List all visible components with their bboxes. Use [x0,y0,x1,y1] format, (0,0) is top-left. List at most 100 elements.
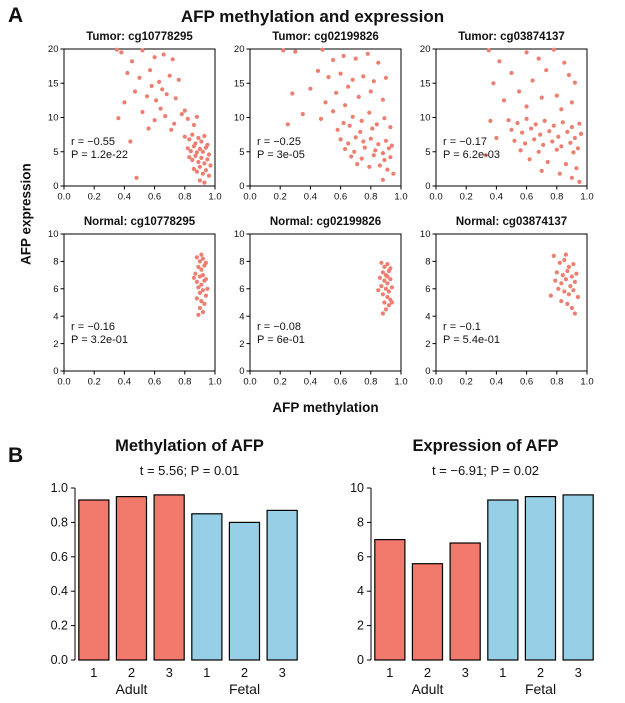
scatter-grid: Tumor: cg10778295 0.0 0.2 0.4 0.6 0.8 1.0 0 5 10… [36,29,594,399]
svg-text:0: 0 [239,181,244,192]
bar-chart-stats: t = 5.56; P = 0.01 [139,463,240,478]
bar-chart-title: Methylation of AFP [115,437,264,455]
svg-text:0.0: 0.0 [429,192,442,203]
svg-text:15: 15 [420,78,431,89]
svg-text:1: 1 [203,665,210,680]
svg-text:0.2: 0.2 [50,619,67,633]
svg-text:1.0: 1.0 [208,192,221,203]
scatter-points [114,47,213,185]
svg-text:8: 8 [425,257,430,268]
svg-text:0.2: 0.2 [274,377,287,388]
svg-text:10: 10 [234,229,245,240]
svg-text:Fetal: Fetal [524,681,555,697]
bar-chart-methylation: 0.0 0.2 0.4 0.6 0.8 1.0 1 2 3 1 2 3 Adult Fetal [50,481,298,697]
svg-text:5: 5 [239,147,244,158]
svg-text:0.6: 0.6 [334,377,347,388]
svg-text:1: 1 [386,665,393,680]
svg-text:6: 6 [357,550,364,564]
scatter-chart-normal-cg10778295: 0.0 0.2 0.4 0.6 0.8 1.0 0 2 4 6 8 10 r = −0.16P = 3.… [48,229,222,387]
svg-text:2: 2 [536,665,543,680]
svg-text:5: 5 [425,147,430,158]
svg-text:P = 1.2e-22: P = 1.2e-22 [71,149,128,161]
svg-text:0.0: 0.0 [57,192,70,203]
svg-text:2: 2 [357,619,364,633]
svg-text:8: 8 [239,257,244,268]
panel-a-label: A [8,4,24,27]
scatter-panel-tumor-cg10778295: Tumor: cg10778295 0.0 0.2 0.4 0.6 0.8 1.0 0 5 10… [36,29,222,214]
svg-text:0.8: 0.8 [550,377,563,388]
svg-text:20: 20 [48,44,59,55]
bar-fetal-2 [228,521,260,661]
scatter-plot: 0.0 0.2 0.4 0.6 0.8 1.0 0 2 4 6 8 10 r = −0.16P = 3.… [48,229,222,387]
svg-text:0.0: 0.0 [429,377,442,388]
axis-ticks: 0.0 0.2 0.4 0.6 0.8 1.0 0 2 4 6 8 10 [48,229,222,387]
panel-b-label: B [8,444,24,467]
scatter-plot: 0.0 0.2 0.4 0.6 0.8 1.0 0 2 4 6 8 10 r = −0.1P = 5.4… [420,229,594,387]
correlation-annotation: r = −0.17P = 6.2e-03 [443,136,500,161]
scatter-panel-title: Normal: cg10778295 [83,216,196,228]
axis-ticks: 0.0 0.2 0.4 0.6 0.8 1.0 0 5 10 15 20 [420,44,594,202]
panel-a: AFP methylation and expression AFP expre… [16,7,625,415]
svg-text:0.2: 0.2 [88,377,101,388]
scatter-panel-title: Tumor: cg03874137 [458,31,565,43]
svg-text:10: 10 [48,113,59,124]
svg-text:1.0: 1.0 [580,377,593,388]
scatter-chart-tumor-cg03874137: 0.0 0.2 0.4 0.6 0.8 1.0 0 5 10 15 20 r = −0.17P = 6… [420,44,594,202]
svg-text:r = −0.16: r = −0.16 [71,321,115,333]
svg-text:3: 3 [165,665,172,680]
svg-text:0.4: 0.4 [304,192,317,203]
correlation-annotation: r = −0.08P = 6e-01 [257,321,305,346]
axis-ticks: 0 2 4 6 8 10 [350,481,371,667]
svg-text:Adult: Adult [411,681,443,697]
x-axis-label: AFP methylation [272,400,379,415]
svg-text:r = −0.1: r = −0.1 [443,321,481,333]
scatter-plot: 0.0 0.2 0.4 0.6 0.8 1.0 0 5 10 15 20 r = −0.25P = 3… [234,44,408,202]
svg-text:2: 2 [423,665,430,680]
bar-adult-3 [448,542,481,661]
svg-text:0: 0 [425,181,430,192]
svg-text:0: 0 [53,181,58,192]
scatter-grid-wrap: AFP expression Tumor: cg10778295 0.0 0.2 0… [16,29,625,399]
bar-fetal-1 [190,513,223,661]
scatter-points [483,47,584,184]
bar-adult-2 [115,496,147,661]
svg-text:Adult: Adult [115,681,147,697]
axis-ticks: 0.0 0.2 0.4 0.6 0.8 1.0 0 5 10 15 20 [48,44,222,202]
svg-text:0.8: 0.8 [364,192,377,203]
svg-text:P = 6e-01: P = 6e-01 [257,334,305,346]
group-labels: Adult Fetal [411,681,556,697]
svg-text:0.8: 0.8 [364,377,377,388]
svg-text:0.4: 0.4 [490,192,503,203]
svg-text:20: 20 [234,44,245,55]
svg-text:0.6: 0.6 [520,377,533,388]
svg-text:Fetal: Fetal [228,681,259,697]
bar-adult-3 [152,494,185,661]
svg-text:4: 4 [239,311,244,322]
axis-ticks: 0.0 0.2 0.4 0.6 0.8 1.0 [50,481,75,667]
scatter-panel-tumor-cg03874137: Tumor: cg03874137 0.0 0.2 0.4 0.6 0.8 1.0 0 5 10… [408,29,594,214]
group-labels: Adult Fetal [115,681,260,697]
svg-text:0.2: 0.2 [88,192,101,203]
svg-text:8: 8 [53,257,58,268]
svg-text:5: 5 [53,147,58,158]
svg-text:10: 10 [420,113,431,124]
svg-text:1: 1 [499,665,506,680]
scatter-points [281,47,396,182]
scatter-panel-normal-cg02199826: Normal: cg02199826 0.0 0.2 0.4 0.6 0.8 1.0 0 2 4… [222,214,408,399]
scatter-panel-title: Normal: cg02199826 [269,216,382,228]
bar-adult-1 [77,499,109,661]
svg-text:3: 3 [574,665,581,680]
correlation-annotation: r = −0.25P = 3e-05 [257,136,305,161]
svg-text:6: 6 [425,284,430,295]
svg-text:r = −0.55: r = −0.55 [71,136,115,148]
svg-text:1: 1 [90,665,97,680]
svg-text:1.0: 1.0 [50,482,67,495]
scatter-plot: 0.0 0.2 0.4 0.6 0.8 1.0 0 5 10 15 20 r = −0.17P = 6… [420,44,594,202]
svg-text:0.2: 0.2 [460,377,473,388]
svg-text:8: 8 [357,515,364,529]
bar-chart-stats: t = −6.91; P = 0.02 [431,463,540,478]
bar-fetal-1 [486,499,519,661]
